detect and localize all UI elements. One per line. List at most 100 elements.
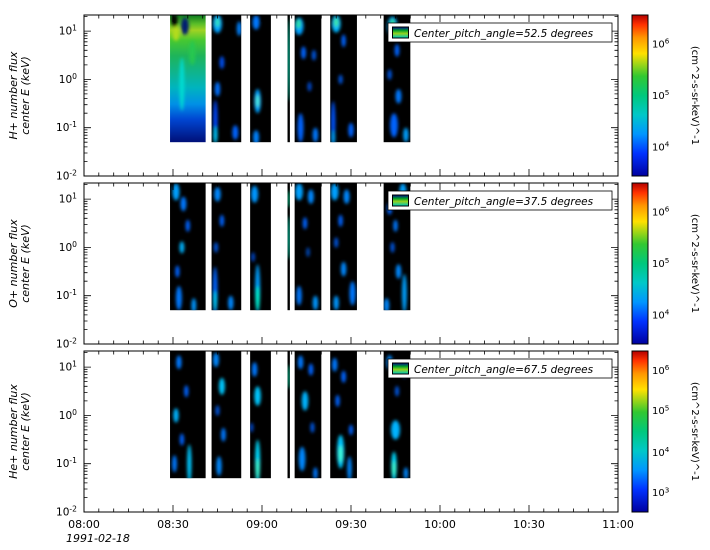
spectro-blob [308, 363, 314, 376]
y-axis-title: center E (keV) [19, 56, 32, 135]
spectro-blob [255, 94, 260, 108]
spectro-blob [219, 214, 225, 227]
colorbar-tick-label: 106 [652, 363, 670, 377]
spectro-blob [215, 405, 220, 416]
spectro-blob [179, 433, 185, 446]
colorbar-tick-label: 103 [652, 485, 669, 499]
spectro-blob [213, 126, 218, 143]
spectro-blob [214, 81, 221, 97]
colorbar-tick-label: 105 [652, 256, 669, 270]
spectro-blob [332, 357, 338, 372]
y-tick-label: 10-1 [56, 456, 77, 470]
spectro-blob [181, 17, 189, 35]
spectro-blob [219, 56, 225, 69]
data-segment [170, 183, 206, 311]
x-axis-labels: 08:00 08:30 09:00 09:30 10:00 10:30 11:00 1991-… [66, 518, 634, 545]
y-axis-title: H+ number flux [7, 51, 20, 139]
y-tick-label: 100 [59, 240, 77, 254]
spectro-blob [213, 352, 219, 368]
legend-box [387, 358, 613, 379]
y-tick-label: 100 [59, 72, 77, 86]
spectro-blob [395, 264, 402, 279]
colorbar-unit-label: (cm^2-s-sr-keV)^-1 [689, 214, 700, 313]
spectro-blob [179, 57, 185, 111]
data-segment [250, 183, 271, 311]
colorbar-tick-label: 106 [652, 37, 670, 51]
spectro-blob [179, 241, 185, 254]
spectro-blob [175, 286, 182, 311]
spectro-blob [175, 265, 180, 278]
spectro-blob [297, 355, 304, 370]
data-segment [250, 351, 271, 479]
spectro-blob [216, 456, 222, 476]
spectro-blob [185, 219, 190, 232]
legend-spectrogram-icon-colors [393, 363, 408, 374]
spectro-blob [172, 26, 180, 41]
x-tick-label: 10:30 [513, 518, 545, 531]
legend-label: Center_pitch_angle=37.5 degrees [414, 196, 594, 208]
legend-spectrogram-icon-colors [393, 195, 408, 206]
spectro-blob [287, 190, 290, 208]
data-segment [250, 15, 271, 143]
panel-he-plus: 101 100 10-1 10-2 He+ number flux center E (k… [7, 350, 700, 519]
spectro-blob [394, 385, 400, 397]
spectro-blob [255, 458, 260, 479]
spectro-blob [310, 422, 315, 433]
colorbar [631, 14, 649, 177]
spectro-blob [296, 286, 302, 306]
spectro-blob [251, 252, 256, 262]
spectro-blob [176, 355, 182, 370]
panel-h-plus: 101 100 10-1 10-2 H+ number flux center E (ke… [7, 14, 700, 183]
spectro-blob [333, 295, 339, 311]
data-segment [294, 351, 322, 479]
x-tick-label: 11:00 [602, 518, 634, 531]
colorbar-unit-label: (cm^2-s-sr-keV)^-1 [689, 382, 700, 481]
spectro-blob [228, 295, 234, 311]
spectro-blob [184, 385, 189, 398]
spectro-blob [331, 130, 336, 143]
colorbar-unit-label: (cm^2-s-sr-keV)^-1 [689, 46, 700, 145]
spectro-blob [249, 422, 254, 433]
legend-box [387, 22, 613, 43]
spectro-blob [341, 370, 346, 383]
panel-border [83, 14, 619, 177]
y-tick-label: 10-2 [56, 505, 77, 519]
spectro-blob [403, 127, 409, 143]
spectro-blob [302, 217, 308, 230]
spectro-blob [393, 219, 398, 232]
spectrogram-blobs [172, 352, 409, 479]
spectro-blob [395, 89, 402, 104]
spectro-blob [312, 295, 319, 311]
spectro-blob [307, 189, 314, 204]
y-tick-label: 100 [59, 408, 77, 422]
spectro-blob [348, 122, 354, 138]
spectro-blob [221, 427, 226, 442]
colorbar [631, 350, 649, 513]
spectro-blob [333, 17, 339, 28]
spectro-blob [394, 44, 400, 57]
spectro-blob [189, 40, 196, 65]
y-axis-title: He+ number flux [7, 384, 20, 479]
spectro-blob [191, 298, 197, 311]
y-tick-label: 101 [59, 192, 77, 206]
spectro-blob [187, 444, 192, 479]
spectro-blob [251, 362, 258, 377]
spectro-blob [348, 424, 354, 436]
y-tick-label: 101 [59, 360, 77, 374]
spectro-blob [232, 125, 239, 140]
y-axis-title: center E (keV) [19, 392, 32, 471]
spectro-blob [252, 15, 260, 30]
x-tick-label: 10:00 [424, 518, 456, 531]
spectro-blob [387, 69, 392, 80]
spectro-blob [330, 183, 339, 201]
spectro-blob [402, 274, 407, 311]
spectro-blob [349, 281, 356, 306]
date-label: 1991-02-18 [66, 532, 130, 545]
spectro-blob [287, 19, 290, 102]
spectro-blob [213, 242, 219, 253]
spectro-blob [254, 386, 261, 406]
spectro-blob [287, 364, 290, 389]
spectro-blob [312, 127, 319, 143]
